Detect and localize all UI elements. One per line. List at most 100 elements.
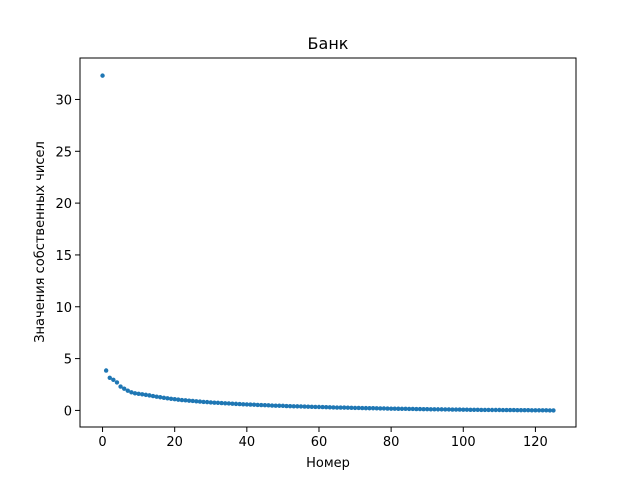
- x-axis-ticks: 0 20 40 60 80 100 120: [98, 427, 548, 450]
- y-tick-label: 30: [55, 93, 72, 108]
- data-point: [551, 408, 556, 413]
- data-point: [313, 404, 318, 410]
- data-point: [349, 405, 354, 411]
- data-point: [320, 404, 325, 410]
- data-point: [237, 401, 242, 407]
- data-point: [475, 407, 480, 412]
- data-point: [432, 407, 437, 412]
- data-point: [309, 404, 314, 409]
- data-point: [269, 403, 275, 408]
- data-point: [280, 403, 286, 409]
- data-point: [526, 408, 531, 413]
- data-point: [392, 406, 397, 411]
- data-point: [352, 405, 358, 411]
- data-point: [471, 407, 477, 412]
- data-point: [222, 401, 228, 406]
- data-point: [417, 406, 423, 412]
- data-point: [396, 406, 401, 411]
- data-point: [248, 402, 253, 407]
- data-point: [284, 403, 289, 409]
- data-point: [529, 408, 535, 413]
- data-point: [132, 391, 138, 396]
- data-point: [345, 405, 351, 410]
- y-tick-label: 10: [55, 301, 72, 316]
- data-point: [154, 394, 159, 399]
- y-axis-ticks: 0 5 10 15 20 25 30: [55, 93, 80, 419]
- x-axis-label: Номер: [306, 456, 350, 471]
- data-point: [533, 408, 538, 413]
- data-point: [176, 397, 181, 402]
- data-point: [251, 402, 257, 407]
- data-point: [194, 399, 199, 404]
- data-point: [342, 405, 347, 410]
- data-point: [439, 407, 444, 412]
- data-point: [388, 406, 394, 411]
- data-point: [461, 407, 466, 412]
- data-point: [277, 403, 282, 408]
- data-point: [497, 407, 502, 413]
- data-point: [435, 407, 441, 412]
- y-tick-label: 15: [55, 249, 72, 264]
- data-point: [165, 396, 170, 401]
- data-point: [363, 405, 369, 411]
- data-point: [172, 397, 177, 402]
- data-point: [150, 393, 156, 399]
- data-point: [255, 402, 260, 408]
- data-point: [190, 398, 195, 404]
- data-point: [421, 406, 426, 412]
- data-point: [143, 392, 149, 398]
- data-point: [204, 399, 210, 405]
- data-point: [360, 405, 365, 411]
- data-point: [201, 399, 206, 405]
- x-tick-label: 0: [98, 435, 106, 450]
- data-point: [547, 408, 553, 413]
- data-point: [291, 404, 296, 409]
- data-point: [147, 393, 152, 398]
- plot-frame: [79, 57, 577, 428]
- data-point: [403, 406, 408, 412]
- x-tick-label: 120: [523, 435, 548, 450]
- data-point: [183, 398, 188, 403]
- data-point: [493, 407, 498, 413]
- data-point: [518, 408, 524, 413]
- data-point: [515, 408, 520, 413]
- data-point: [446, 407, 452, 412]
- data-point: [522, 408, 527, 413]
- data-point: [107, 375, 112, 380]
- data-point: [381, 406, 387, 411]
- data-point: [298, 404, 304, 409]
- data-point: [241, 402, 246, 407]
- data-point: [302, 404, 307, 409]
- data-point: [338, 405, 343, 410]
- data-point: [158, 395, 163, 400]
- data-point: [323, 405, 329, 410]
- data-point: [507, 407, 513, 413]
- data-point: [226, 401, 231, 406]
- data-point: [316, 404, 322, 410]
- data-point: [486, 407, 491, 413]
- data-point: [464, 407, 470, 412]
- data-point: [129, 390, 134, 395]
- data-point: [305, 404, 311, 409]
- data-point: [511, 407, 516, 413]
- data-point: [479, 407, 484, 413]
- y-axis-label: Значения собственных чисел: [33, 141, 48, 343]
- data-point: [544, 408, 549, 413]
- data-point: [266, 403, 271, 408]
- data-point: [367, 406, 372, 411]
- data-point: [450, 407, 455, 412]
- data-point: [287, 403, 293, 409]
- data-point: [504, 407, 509, 413]
- data-point: [378, 406, 383, 411]
- x-tick-label: 20: [166, 435, 183, 450]
- data-point: [125, 388, 130, 393]
- data-point: [334, 405, 340, 410]
- data-point: [168, 396, 174, 402]
- data-point: [410, 406, 415, 412]
- data-point: [233, 401, 239, 407]
- data-point: [443, 407, 448, 412]
- data-point: [425, 406, 430, 412]
- y-tick-label: 5: [64, 353, 72, 368]
